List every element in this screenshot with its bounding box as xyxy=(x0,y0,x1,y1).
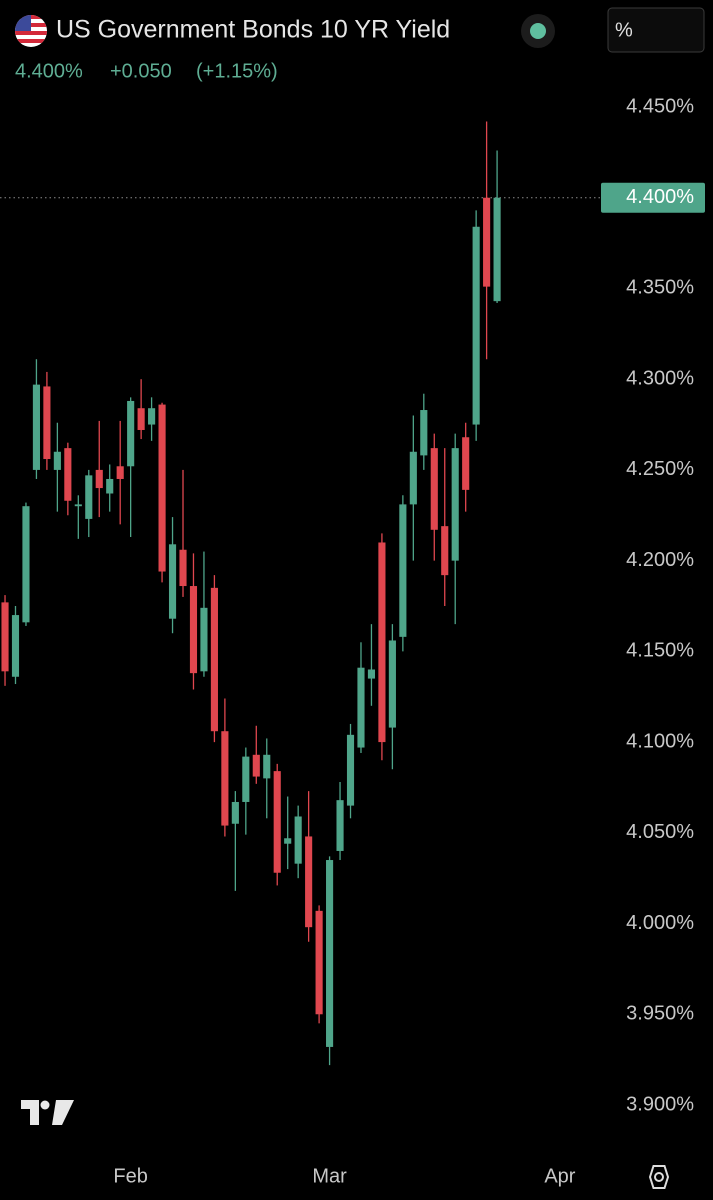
candle-body xyxy=(1,602,9,672)
candle-body xyxy=(11,615,20,677)
y-tick-label: 4.050% xyxy=(626,821,694,843)
price: 4.400% xyxy=(15,60,83,82)
candle-body xyxy=(388,640,396,728)
y-tick-label: 3.950% xyxy=(626,1003,694,1025)
settings-center[interactable] xyxy=(654,1172,664,1182)
last-price-label: 4.400% xyxy=(626,186,694,208)
y-tick-label: 4.300% xyxy=(626,367,694,389)
candle-body xyxy=(242,756,250,802)
settings-hex[interactable] xyxy=(648,1165,670,1189)
candle-body xyxy=(284,838,292,844)
candle-body xyxy=(493,197,501,302)
x-tick-label: Apr xyxy=(544,1165,575,1187)
x-tick-label: Mar xyxy=(312,1165,347,1187)
candle-body xyxy=(210,587,218,732)
candle-body xyxy=(127,400,135,467)
candle-body xyxy=(430,448,438,530)
last-price-box xyxy=(601,182,705,213)
candle-body xyxy=(294,816,302,864)
x-tick-label: Feb xyxy=(113,1165,147,1187)
candle-body xyxy=(451,448,459,561)
y-tick-label: 3.900% xyxy=(626,1093,694,1115)
candle-body xyxy=(43,386,51,460)
candle-body xyxy=(462,437,470,490)
candle-body xyxy=(22,506,30,623)
candle-body xyxy=(137,408,145,430)
candle-body xyxy=(483,197,491,287)
candle-body xyxy=(305,836,313,928)
candle-body xyxy=(221,731,229,826)
unit-button[interactable] xyxy=(607,7,705,53)
y-tick-label: 4.100% xyxy=(626,730,694,752)
candle-body xyxy=(378,542,386,743)
y-tick-label: 4.350% xyxy=(626,277,694,299)
candle-body xyxy=(263,754,271,779)
candle-body xyxy=(64,448,72,501)
change: +0.050 xyxy=(110,60,172,82)
candle-body xyxy=(315,910,323,1015)
candle-body xyxy=(273,771,281,873)
candle-body xyxy=(420,410,428,456)
y-tick-label: 4.000% xyxy=(626,912,694,934)
candle-body xyxy=(95,469,103,489)
candle-body xyxy=(472,226,480,425)
candle-body xyxy=(168,544,177,619)
candle-body xyxy=(53,451,61,470)
candle-body xyxy=(32,384,40,470)
candle-body xyxy=(231,801,239,824)
candle-body xyxy=(252,754,260,777)
y-tick-label: 4.150% xyxy=(626,640,694,662)
candle-body xyxy=(85,475,93,519)
candle-body xyxy=(116,466,124,479)
candle-body xyxy=(336,800,344,851)
y-tick-label: 4.250% xyxy=(626,458,694,480)
y-tick-label: 4.200% xyxy=(626,549,694,571)
candle-body xyxy=(367,669,376,679)
candle-body xyxy=(409,451,417,505)
candle-body xyxy=(441,526,449,576)
chart-title: US Government Bonds 10 YR Yield xyxy=(56,16,450,44)
tv-logo xyxy=(21,1100,74,1125)
flag-icon xyxy=(15,15,47,47)
candle-body xyxy=(200,607,208,672)
market-status-dot xyxy=(530,23,546,39)
unit-button-label[interactable]: % xyxy=(615,19,633,41)
candle-body xyxy=(346,734,355,806)
change-percent: (+1.15%) xyxy=(196,60,278,82)
candle-body xyxy=(106,478,114,494)
settings-icon[interactable] xyxy=(648,1165,670,1189)
candle-body xyxy=(179,549,187,587)
candle-body xyxy=(158,404,166,572)
y-tick-label: 4.450% xyxy=(626,95,694,117)
candle-body xyxy=(148,408,156,425)
candle-body xyxy=(189,586,198,674)
candle-body xyxy=(357,667,365,748)
candle-body xyxy=(399,504,407,637)
candle-body xyxy=(74,504,82,507)
candle-body xyxy=(326,860,334,1047)
